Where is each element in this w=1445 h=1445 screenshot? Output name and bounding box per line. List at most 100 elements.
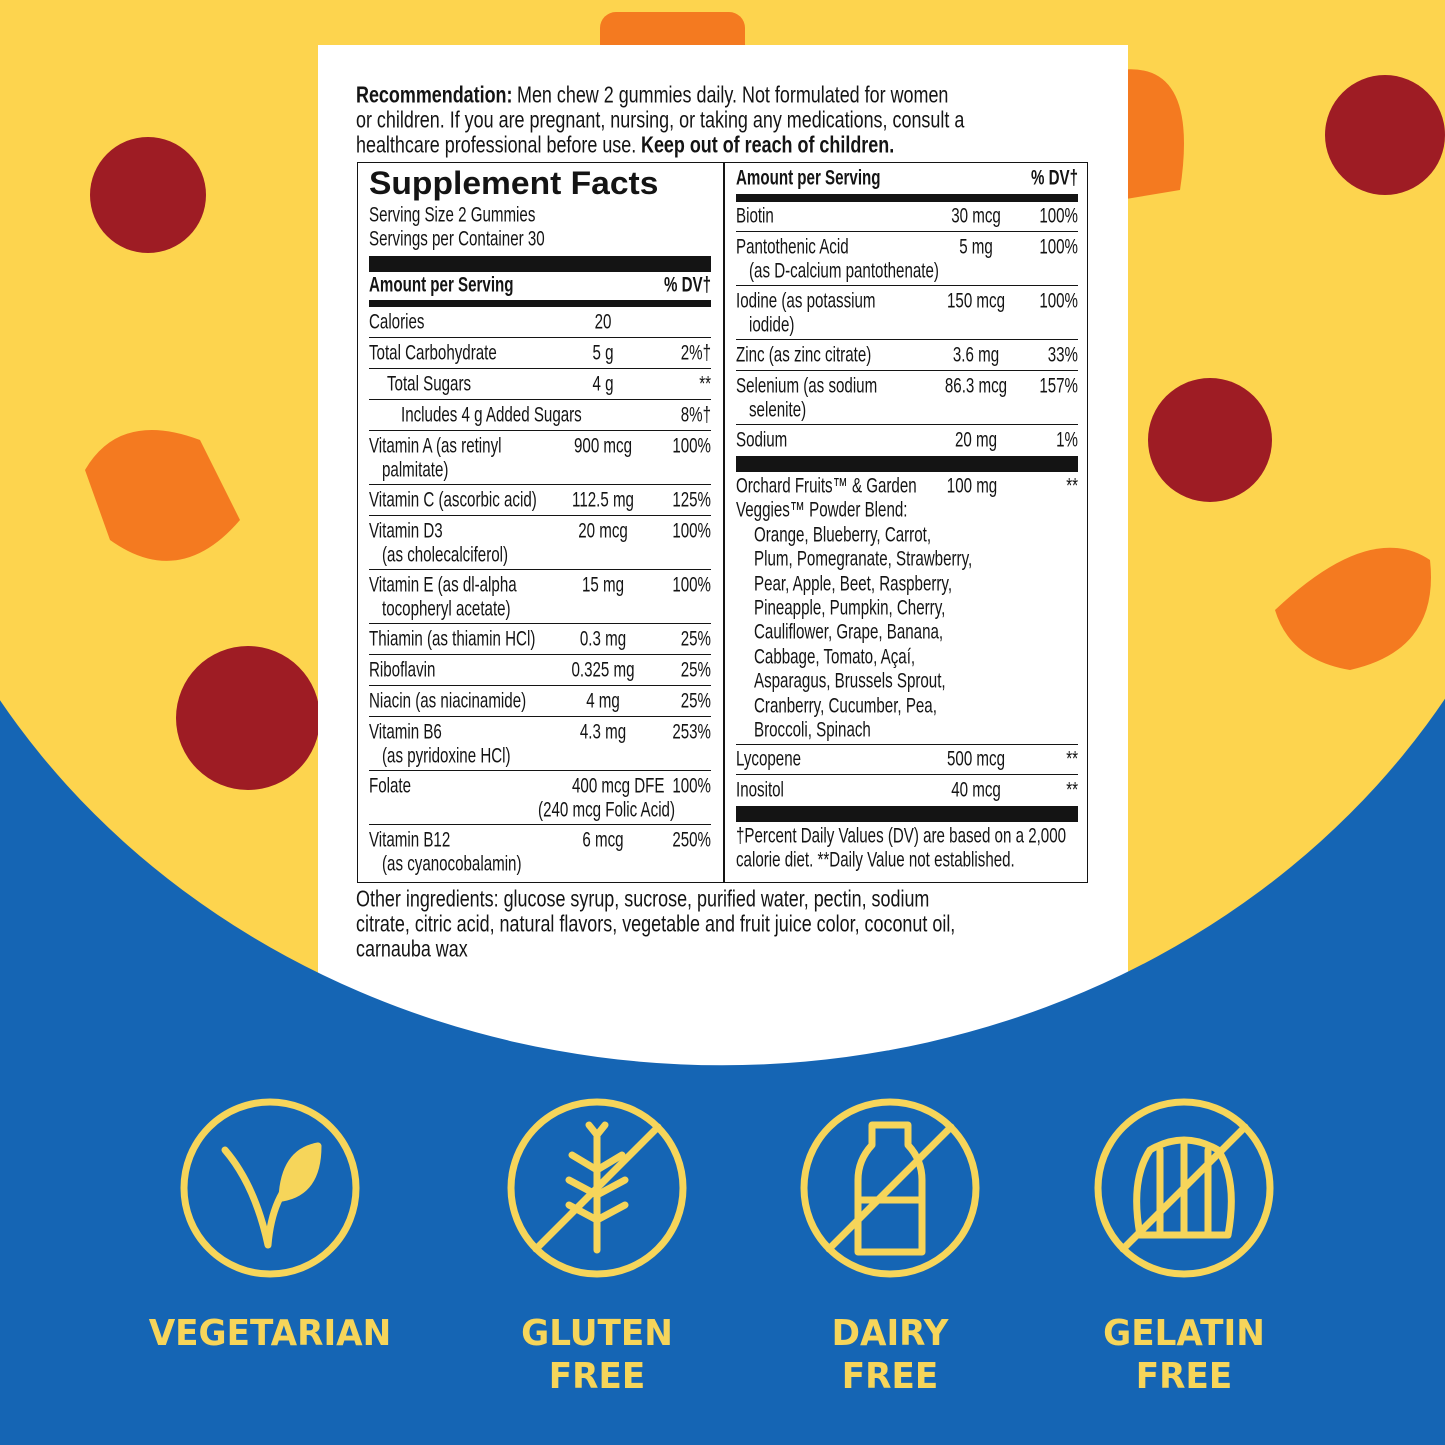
servings: Servings per Container 30: [369, 227, 545, 251]
blend-name: Veggies™ Powder Blend:: [736, 498, 908, 522]
header: Amount per Serving: [369, 273, 514, 297]
icon-ring: [507, 1098, 687, 1278]
nutrient-name: selenite): [749, 398, 807, 422]
nutrient-name: Vitamin E (as dl-alpha: [369, 573, 517, 597]
footnote: calorie diet. **Daily Value not establis…: [736, 848, 1015, 872]
icon-ring: [180, 1098, 360, 1278]
amount: 20 mg: [954, 428, 998, 452]
amount: 150 mcg: [947, 289, 1005, 313]
daily-value: 2%†: [680, 341, 711, 365]
row-line: [369, 623, 711, 624]
nutrient-name: tocopheryl acetate): [382, 597, 511, 621]
recommendation-text: or children. If you are pregnant, nursin…: [356, 106, 965, 133]
recommendation-text: healthcare professional before use.: [356, 131, 637, 158]
nutrient-name: Zinc (as zinc citrate): [736, 343, 872, 367]
daily-value: 100%: [1039, 204, 1078, 228]
amount: 3.6 mg: [952, 343, 1000, 367]
nutrient-name: (as cholecalciferol): [382, 543, 509, 567]
row-line: [736, 774, 1078, 776]
daily-value: **: [1066, 778, 1078, 802]
nutrient-name: Total Carbohydrate: [369, 341, 497, 365]
icon-leaf: [278, 1142, 322, 1202]
daily-value: 157%: [1039, 374, 1078, 398]
badge-label: GLUTEN: [521, 1313, 673, 1354]
amount: 4 mg: [586, 689, 620, 713]
nutrient-name: (as D-calcium pantothenate): [749, 259, 939, 283]
daily-value: 125%: [672, 488, 711, 512]
row-line: [369, 430, 711, 431]
row-line: [369, 770, 711, 771]
icon-ring: [1094, 1098, 1274, 1278]
row-line: [736, 231, 1078, 232]
nutrient-name: Niacin (as niacinamide): [369, 689, 527, 713]
gummy: [1148, 378, 1272, 502]
nutrient-name: palmitate): [382, 458, 449, 482]
nutrient-name: Vitamin B12: [369, 828, 451, 852]
thick-bar: [736, 194, 1078, 202]
daily-value: 100%: [672, 573, 711, 597]
nutrient-name: Calories: [369, 310, 425, 334]
nutrient-name: Total Sugars: [387, 372, 472, 396]
header: % DV†: [1030, 166, 1078, 190]
amount: 0.325 mg: [571, 658, 635, 682]
facts-title: Supplement Facts: [369, 165, 659, 201]
nutrient-name: iodide): [749, 313, 795, 337]
footnote: †Percent Daily Values (DV) are based on …: [736, 824, 1067, 848]
blend-name: Orchard Fruits™ & Garden: [736, 474, 917, 498]
row-line: [736, 370, 1078, 371]
nutrient-name: Inositol: [736, 778, 784, 802]
nutrient-name: Lycopene: [736, 747, 802, 771]
thick-bar: [736, 806, 1078, 823]
daily-value: 8%†: [680, 403, 711, 427]
nutrient-name: Biotin: [736, 204, 774, 228]
icons: [180, 1098, 1274, 1278]
row-line: [369, 654, 711, 655]
daily-value: 253%: [672, 720, 711, 744]
thick-bar: [369, 300, 711, 307]
amount: 20 mcg: [578, 519, 628, 543]
row-line: [736, 285, 1078, 286]
icon-slash: [532, 1123, 662, 1253]
other-ingredients: citrate, citric acid, natural flavors, v…: [356, 910, 956, 937]
daily-value: 100%: [672, 774, 711, 798]
amount: 86.3 mcg: [944, 374, 1008, 398]
amount: 30 mcg: [951, 204, 1001, 228]
gummy: [1120, 69, 1184, 201]
blend-ingredient: Asparagus, Brussels Sprout,: [754, 669, 946, 693]
row-line: [369, 368, 711, 369]
daily-value: 25%: [680, 689, 711, 713]
blend-ingredient: Cauliflower, Grape, Banana,: [754, 620, 944, 644]
nutrient-name: Sodium: [736, 428, 788, 452]
badge-label: GELATIN: [1103, 1313, 1265, 1354]
icon-slash: [1119, 1123, 1249, 1253]
gummy: [90, 137, 206, 253]
amount-note: (240 mcg Folic Acid): [538, 798, 675, 822]
badge-label: VEGETARIAN: [148, 1313, 392, 1354]
facts-box: [357, 162, 1088, 883]
row-line: [736, 339, 1078, 340]
amount: 5 g: [592, 341, 614, 365]
row-line: [369, 484, 711, 485]
amount: 20: [594, 310, 612, 334]
nutrient-name: (as cyanocobalamin): [382, 852, 522, 876]
thick-bar: [736, 456, 1078, 472]
amount: 400 mcg DFE: [572, 774, 665, 798]
blend-ingredient: Broccoli, Spinach: [754, 718, 871, 742]
nutrient-name: Vitamin A (as retinyl: [369, 434, 502, 458]
blend-ingredient: Plum, Pomegranate, Strawberry,: [754, 547, 973, 571]
amount: 500 mcg: [947, 747, 1005, 771]
row-line: [369, 569, 711, 570]
daily-value: 100%: [1039, 289, 1078, 313]
icon-ring: [800, 1098, 980, 1278]
icon-bottle: [854, 1121, 926, 1256]
badge-label: FREE: [548, 1356, 646, 1397]
gummy: [85, 430, 240, 561]
other-ingredients: Other ingredients: glucose syrup, sucros…: [356, 885, 930, 912]
nutrient-name: Iodine (as potassium: [736, 289, 876, 313]
blend-ingredient: Cabbage, Tomato, Açaí,: [754, 645, 916, 669]
row-line: [369, 515, 711, 516]
nutrient-name: Vitamin D3: [369, 519, 443, 543]
blend-ingredient: Pineapple, Pumpkin, Cherry,: [754, 596, 946, 620]
row-line: [736, 424, 1078, 425]
